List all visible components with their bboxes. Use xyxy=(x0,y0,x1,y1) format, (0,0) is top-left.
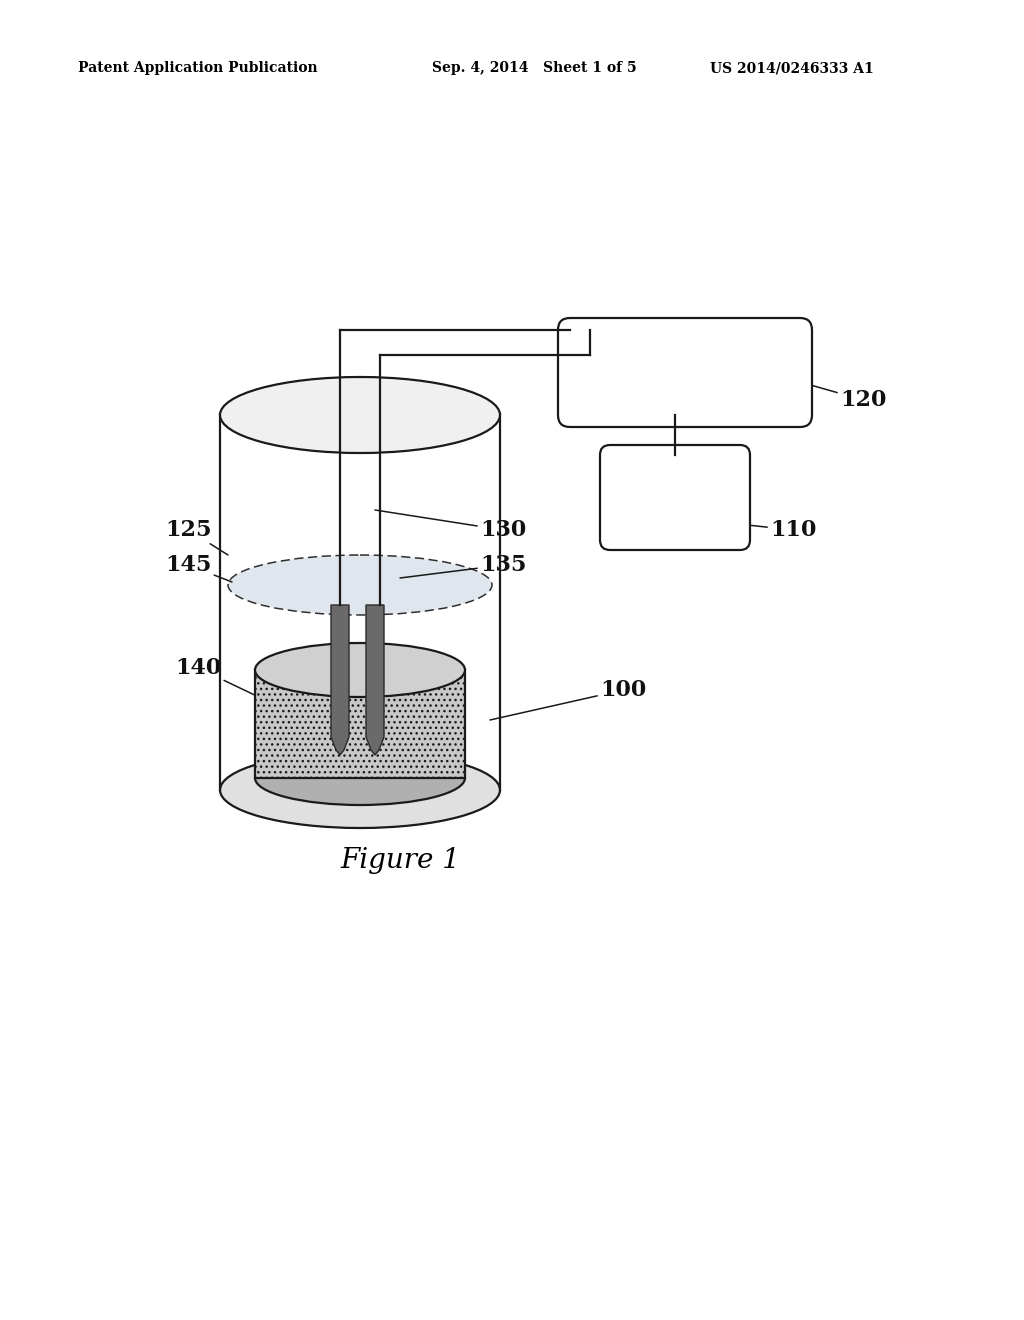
Polygon shape xyxy=(255,671,465,777)
Ellipse shape xyxy=(255,751,465,805)
Text: 100: 100 xyxy=(490,678,646,719)
Text: Figure 1: Figure 1 xyxy=(340,846,460,874)
FancyBboxPatch shape xyxy=(600,445,750,550)
Text: 135: 135 xyxy=(400,554,526,578)
Text: US 2014/0246333 A1: US 2014/0246333 A1 xyxy=(710,61,873,75)
Polygon shape xyxy=(331,605,349,755)
Text: 145: 145 xyxy=(165,554,232,582)
FancyBboxPatch shape xyxy=(558,318,812,426)
Text: 140: 140 xyxy=(175,657,265,700)
Ellipse shape xyxy=(220,378,500,453)
Text: 130: 130 xyxy=(375,510,526,541)
Ellipse shape xyxy=(255,643,465,697)
Text: 125: 125 xyxy=(165,519,228,554)
Ellipse shape xyxy=(228,554,492,615)
Text: Sep. 4, 2014   Sheet 1 of 5: Sep. 4, 2014 Sheet 1 of 5 xyxy=(432,61,637,75)
Ellipse shape xyxy=(220,752,500,828)
Text: 110: 110 xyxy=(610,510,816,541)
Text: Patent Application Publication: Patent Application Publication xyxy=(78,61,317,75)
Polygon shape xyxy=(366,605,384,755)
Text: 120: 120 xyxy=(800,381,887,411)
